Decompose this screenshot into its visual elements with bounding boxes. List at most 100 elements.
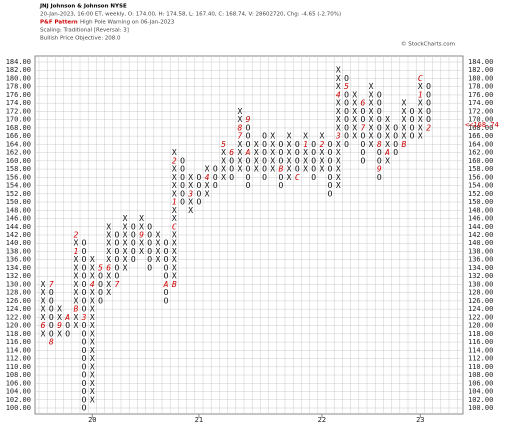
month-marker: 7 bbox=[360, 123, 365, 132]
box-x: X bbox=[401, 115, 406, 124]
box-o: O bbox=[180, 181, 185, 190]
box-o: O bbox=[360, 107, 365, 116]
box-x: X bbox=[106, 222, 111, 231]
pattern-label: P&F Pattern bbox=[40, 20, 78, 26]
box-o: O bbox=[295, 156, 300, 165]
box-x: X bbox=[336, 140, 341, 149]
y-tick-label-right: 104.00 bbox=[468, 388, 493, 396]
box-o: O bbox=[246, 173, 251, 182]
box-o: O bbox=[246, 132, 251, 141]
y-tick-label-right: 106.00 bbox=[468, 379, 493, 387]
box-o: O bbox=[344, 140, 349, 149]
y-tick-label: 108.00 bbox=[6, 371, 31, 379]
box-o: O bbox=[410, 123, 415, 132]
month-marker: 1 bbox=[73, 247, 78, 256]
box-x: X bbox=[401, 99, 406, 108]
box-x: X bbox=[188, 198, 193, 207]
y-tick-label-right: 132.00 bbox=[468, 272, 493, 280]
box-o: O bbox=[49, 296, 54, 305]
month-marker: B bbox=[73, 305, 78, 314]
box-o: O bbox=[295, 140, 300, 149]
box-x: X bbox=[73, 272, 78, 281]
box-x: X bbox=[369, 82, 374, 91]
box-o: O bbox=[360, 156, 365, 165]
box-o: O bbox=[311, 148, 316, 157]
box-x: X bbox=[188, 181, 193, 190]
box-x: X bbox=[106, 231, 111, 240]
credit: © StockCharts.com bbox=[401, 41, 455, 48]
month-marker: 9 bbox=[246, 115, 251, 124]
y-tick-label-right: 116.00 bbox=[468, 338, 493, 346]
box-x: X bbox=[155, 239, 160, 248]
box-x: X bbox=[172, 231, 177, 240]
box-x: X bbox=[319, 156, 324, 165]
box-o: O bbox=[82, 387, 87, 396]
box-o: O bbox=[49, 321, 54, 330]
y-tick-label-right: 184.00 bbox=[468, 58, 493, 66]
box-o: O bbox=[426, 82, 431, 91]
box-o: O bbox=[98, 288, 103, 297]
box-o: O bbox=[328, 140, 333, 149]
y-tick-label-right: 180.00 bbox=[468, 74, 493, 82]
y-tick-label-right: 108.00 bbox=[468, 371, 493, 379]
box-o: O bbox=[213, 165, 218, 174]
box-o: O bbox=[377, 132, 382, 141]
box-o: O bbox=[196, 198, 201, 207]
box-o: O bbox=[262, 132, 267, 141]
x-tick-label: 20 bbox=[88, 416, 96, 424]
y-tick-label: 116.00 bbox=[6, 338, 31, 346]
box-o: O bbox=[164, 255, 169, 264]
box-x: X bbox=[270, 132, 275, 141]
box-o: O bbox=[131, 255, 136, 264]
box-x: X bbox=[90, 305, 95, 314]
box-o: O bbox=[147, 263, 152, 272]
box-o: O bbox=[82, 371, 87, 380]
box-x: X bbox=[172, 165, 177, 174]
y-tick-label: 128.00 bbox=[6, 289, 31, 297]
y-tick-label: 126.00 bbox=[6, 297, 31, 305]
box-o: O bbox=[246, 165, 251, 174]
box-o: O bbox=[114, 263, 119, 272]
box-o: O bbox=[49, 288, 54, 297]
box-x: X bbox=[90, 296, 95, 305]
y-tick-label: 142.00 bbox=[6, 231, 31, 239]
box-o: O bbox=[147, 231, 152, 240]
month-marker: C bbox=[295, 173, 300, 182]
box-o: O bbox=[147, 222, 152, 231]
y-tick-label: 134.00 bbox=[6, 264, 31, 272]
box-o: O bbox=[262, 165, 267, 174]
box-o: O bbox=[65, 321, 70, 330]
box-o: O bbox=[98, 296, 103, 305]
y-tick-label-right: 136.00 bbox=[468, 256, 493, 264]
box-o: O bbox=[262, 173, 267, 182]
box-o: O bbox=[82, 346, 87, 355]
box-o: O bbox=[82, 255, 87, 264]
box-x: X bbox=[385, 132, 390, 141]
box-o: O bbox=[229, 165, 234, 174]
month-marker: 6 bbox=[106, 263, 111, 272]
box-o: O bbox=[164, 239, 169, 248]
box-o: O bbox=[328, 165, 333, 174]
box-x: X bbox=[123, 231, 128, 240]
y-tick-label: 136.00 bbox=[6, 256, 31, 264]
box-o: O bbox=[328, 189, 333, 198]
box-o: O bbox=[328, 181, 333, 190]
box-o: O bbox=[82, 404, 87, 413]
box-x: X bbox=[106, 255, 111, 264]
box-x: X bbox=[73, 263, 78, 272]
box-o: O bbox=[344, 99, 349, 108]
box-x: X bbox=[336, 173, 341, 182]
month-marker: 4 bbox=[90, 280, 95, 289]
month-marker: 1 bbox=[418, 90, 423, 99]
box-x: X bbox=[237, 156, 242, 165]
box-x: X bbox=[418, 123, 423, 132]
box-x: X bbox=[41, 305, 46, 314]
month-marker: 5 bbox=[344, 82, 349, 91]
box-x: X bbox=[369, 123, 374, 132]
box-x: X bbox=[172, 181, 177, 190]
box-o: O bbox=[328, 148, 333, 157]
box-x: X bbox=[73, 288, 78, 297]
box-x: X bbox=[418, 132, 423, 141]
box-x: X bbox=[90, 371, 95, 380]
box-x: X bbox=[106, 280, 111, 289]
